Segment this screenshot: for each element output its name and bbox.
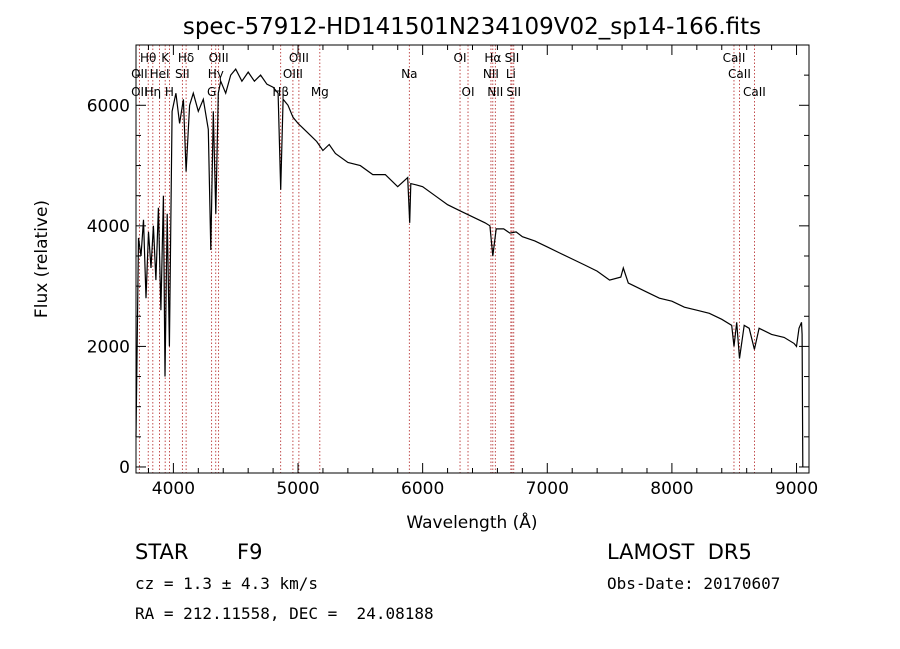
line-label: CaII	[743, 85, 766, 99]
line-label: Hη	[145, 85, 162, 99]
line-label: Hθ	[140, 51, 156, 65]
x-tick-label: 9000	[775, 479, 818, 499]
line-label: SII	[505, 51, 520, 65]
y-tick-label: 4000	[87, 217, 130, 237]
line-label: Na	[401, 67, 417, 81]
line-label: OI	[454, 51, 467, 65]
x-tick-label: 4000	[152, 479, 195, 499]
x-axis-label: Wavelength (Å)	[406, 511, 537, 533]
line-label: SII	[506, 85, 521, 99]
spectrum-trace	[135, 68, 804, 468]
spectral-subclass: F9	[237, 540, 263, 564]
line-label: Mg	[311, 85, 329, 99]
line-label: Hβ	[272, 85, 289, 99]
line-label: Hδ	[178, 51, 194, 65]
y-tick-label: 6000	[87, 96, 130, 116]
x-tick-label: 6000	[401, 479, 444, 499]
x-tick-label: 7000	[526, 479, 569, 499]
y-axis-label: Flux (relative)	[32, 200, 52, 318]
line-label: Hγ	[208, 67, 224, 81]
coordinates-readout: RA = 212.11558, DEC = 24.08188	[135, 604, 434, 623]
spectral-line-markers	[138, 45, 755, 473]
line-label: NII	[487, 85, 503, 99]
line-label: OIII	[283, 67, 303, 81]
redshift-readout: cz = 1.3 ± 4.3 km/s	[135, 574, 319, 593]
spectral-line-labels: Hθ K Hδ OIII OIII OI Hα SII CaII OII HeI SII Hγ OIII N…	[131, 51, 766, 99]
y-tick-label: 2000	[87, 337, 130, 357]
line-label: H	[165, 85, 174, 99]
line-label: CaII	[723, 51, 746, 65]
line-label: OII	[131, 67, 148, 81]
line-label: OIII	[289, 51, 309, 65]
x-axis: 4000 5000 6000 7000 8000 9000	[147, 45, 818, 499]
line-label: CaII	[728, 67, 751, 81]
chart-title: spec-57912-HD141501N234109V02_sp14-166.f…	[183, 14, 761, 40]
line-label: K	[161, 51, 170, 65]
y-axis: 0 2000 4000 6000	[87, 74, 809, 478]
line-label: HeI	[150, 67, 170, 81]
object-class: STAR	[135, 540, 189, 564]
line-label: NII	[483, 67, 499, 81]
x-tick-label: 5000	[276, 479, 319, 499]
survey-name: LAMOST DR5	[607, 540, 752, 564]
line-label: Li	[506, 67, 516, 81]
x-tick-label: 8000	[650, 479, 693, 499]
line-label: OII	[131, 85, 148, 99]
y-tick-label: 0	[119, 458, 130, 478]
line-label: Hα	[484, 51, 501, 65]
line-label: OIII	[209, 51, 229, 65]
line-label: G	[207, 85, 216, 99]
line-label: OI	[462, 85, 475, 99]
line-label: SII	[175, 67, 190, 81]
observation-date: Obs-Date: 20170607	[607, 574, 781, 593]
plot-frame	[135, 44, 810, 474]
